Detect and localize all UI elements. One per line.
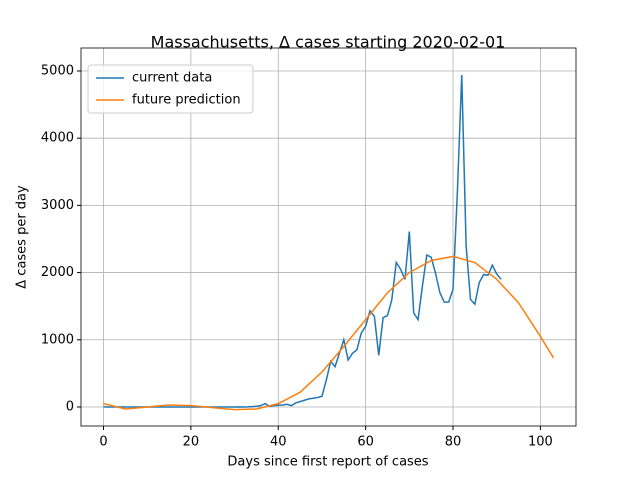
data-line: [103, 74, 502, 408]
chart-title: Massachusetts, Δ cases starting 2020-02-…: [151, 33, 506, 52]
y-tick-label: 3000: [41, 198, 74, 213]
x-tick-label: 40: [270, 435, 287, 450]
x-tick-label: 100: [528, 435, 553, 450]
y-tick-label: 4000: [41, 131, 74, 146]
x-axis-label: Days since first report of cases: [227, 455, 428, 470]
legend-label: current data: [132, 71, 212, 86]
legend-box: [87, 64, 254, 114]
y-tick-label: 1000: [41, 332, 74, 347]
y-tick-label: 2000: [41, 265, 74, 280]
legend-label: future prediction: [132, 93, 241, 108]
x-tick-label: 20: [183, 435, 200, 450]
x-tick-label: 80: [445, 435, 462, 450]
plot-frame: [80, 47, 577, 427]
y-axis-label: Δ cases per day: [15, 185, 30, 289]
y-tick-label: 5000: [41, 63, 74, 78]
data-line: [103, 255, 555, 411]
x-tick-label: 60: [357, 435, 374, 450]
x-tick-label: 0: [99, 435, 107, 450]
y-tick-label: 0: [66, 399, 74, 414]
